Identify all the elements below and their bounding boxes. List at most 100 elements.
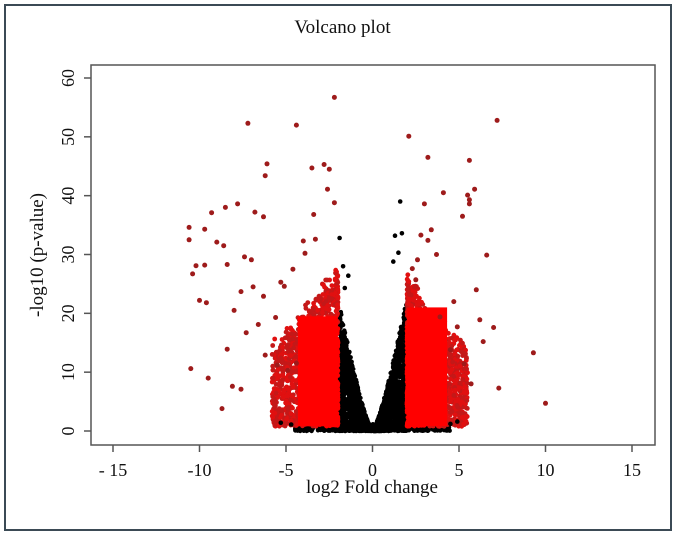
significant-point bbox=[405, 272, 411, 278]
not-significant-point bbox=[385, 423, 390, 429]
significant-point bbox=[270, 394, 276, 400]
not-significant-point bbox=[343, 414, 348, 419]
not-significant-point bbox=[379, 411, 384, 416]
not-significant-point bbox=[340, 417, 345, 423]
chart-title: Volcano plot bbox=[294, 17, 391, 38]
not-significant-point bbox=[398, 324, 404, 330]
not-significant-point bbox=[386, 427, 391, 433]
not-significant-point bbox=[400, 405, 405, 411]
not-significant-point bbox=[345, 363, 350, 369]
not-significant-point bbox=[395, 417, 400, 422]
not-significant-point bbox=[398, 329, 403, 334]
significant-point bbox=[270, 343, 276, 348]
not-significant-point bbox=[397, 334, 403, 340]
significant-point bbox=[464, 380, 470, 386]
not-significant-point bbox=[387, 385, 393, 390]
significant-point bbox=[284, 326, 290, 331]
significant-point bbox=[404, 276, 410, 282]
not-significant-point bbox=[399, 368, 404, 373]
not-significant-point bbox=[348, 366, 354, 372]
significant-point bbox=[453, 399, 459, 405]
not-significant-point bbox=[345, 407, 350, 412]
not-significant-point bbox=[340, 396, 345, 401]
not-significant-point bbox=[385, 403, 391, 409]
significant-point bbox=[410, 288, 416, 294]
significant-point bbox=[464, 398, 470, 403]
not-significant-point bbox=[355, 424, 360, 429]
not-significant-point bbox=[345, 359, 350, 364]
significant-point bbox=[454, 403, 460, 408]
not-significant-point bbox=[380, 404, 385, 409]
not-significant-point bbox=[362, 414, 368, 419]
significant-point bbox=[461, 350, 467, 356]
not-significant-point bbox=[400, 411, 406, 417]
significant-point bbox=[464, 376, 470, 382]
significant-point bbox=[269, 379, 275, 385]
not-significant-point bbox=[385, 397, 390, 402]
not-significant-point bbox=[400, 379, 405, 385]
significant-point bbox=[305, 300, 311, 305]
not-significant-point bbox=[338, 425, 343, 430]
not-significant-point bbox=[394, 404, 399, 409]
significant-point bbox=[405, 288, 411, 293]
not-significant-point bbox=[341, 369, 346, 374]
not-significant-point bbox=[379, 422, 384, 428]
not-significant-point bbox=[358, 416, 363, 422]
not-significant-point bbox=[352, 373, 358, 379]
significant-point bbox=[460, 377, 466, 383]
significant-point bbox=[461, 421, 466, 427]
significant-point bbox=[451, 392, 457, 398]
not-significant-point bbox=[401, 424, 406, 430]
not-significant-point bbox=[395, 388, 400, 393]
not-significant-point bbox=[400, 396, 405, 401]
significant-point bbox=[448, 409, 453, 415]
not-significant-point bbox=[348, 405, 354, 410]
x-axis-label: log2 Fold change bbox=[306, 477, 438, 498]
significant-point bbox=[464, 366, 469, 372]
not-significant-point bbox=[339, 335, 344, 341]
not-significant-point bbox=[342, 402, 347, 407]
not-significant-point bbox=[388, 380, 394, 385]
not-significant-point bbox=[394, 395, 399, 400]
not-significant-point bbox=[396, 407, 401, 412]
not-significant-point bbox=[419, 426, 424, 432]
significant-point bbox=[464, 355, 469, 360]
not-significant-point bbox=[339, 392, 345, 397]
not-significant-point bbox=[389, 413, 394, 418]
significant-point bbox=[453, 377, 459, 383]
not-significant-point bbox=[341, 387, 347, 393]
not-significant-point bbox=[396, 373, 401, 378]
not-significant-point bbox=[394, 362, 399, 368]
not-significant-point bbox=[345, 353, 350, 358]
significant-point bbox=[449, 366, 455, 372]
not-significant-point bbox=[389, 397, 394, 402]
not-significant-point bbox=[393, 368, 398, 373]
not-significant-point bbox=[378, 428, 383, 433]
significant-point bbox=[447, 405, 453, 411]
not-significant-point bbox=[358, 401, 364, 406]
significant-point bbox=[408, 292, 414, 298]
significant-point bbox=[455, 372, 461, 378]
significant-point bbox=[452, 387, 458, 393]
not-significant-point bbox=[392, 358, 397, 363]
figure-border bbox=[4, 4, 672, 531]
dense-significant-region bbox=[407, 307, 448, 427]
significant-point bbox=[411, 297, 416, 303]
not-significant-point bbox=[349, 397, 354, 403]
significant-point bbox=[457, 380, 463, 386]
not-significant-point bbox=[356, 397, 361, 402]
significant-point bbox=[458, 410, 464, 416]
not-significant-point bbox=[343, 391, 348, 396]
not-significant-point bbox=[339, 331, 344, 336]
significant-point bbox=[447, 381, 453, 387]
not-significant-point bbox=[322, 428, 327, 433]
significant-point bbox=[448, 376, 453, 382]
significant-point bbox=[462, 384, 468, 390]
significant-point bbox=[447, 351, 453, 357]
not-significant-point bbox=[400, 371, 406, 376]
significant-point bbox=[450, 359, 456, 365]
significant-point bbox=[452, 412, 458, 418]
not-significant-point bbox=[352, 401, 357, 407]
significant-point bbox=[419, 299, 424, 305]
